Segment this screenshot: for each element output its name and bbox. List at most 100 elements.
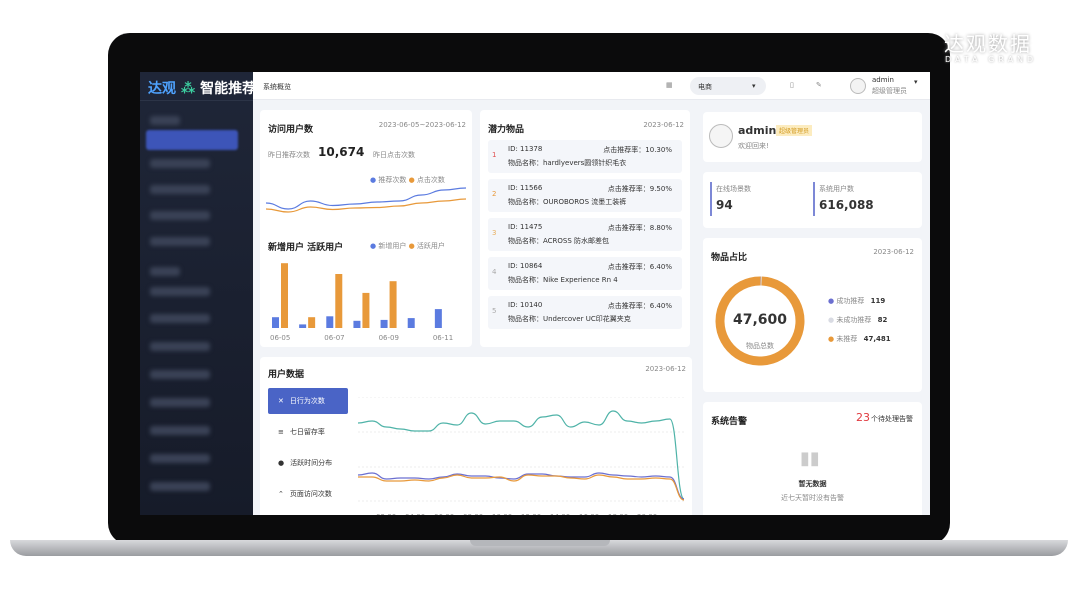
item-id: ID: 11566 [508,184,543,192]
rank: 3 [492,229,497,237]
sidebar-item[interactable] [150,370,210,379]
user-name[interactable]: admin [872,76,894,84]
alarm-count: 23 [856,411,870,424]
x-tick-label: 18:00 [608,513,628,515]
visits-card: 访问用户数 2023-06-05~2023-06-12 昨日推荐次数 10,67… [260,110,472,347]
ratio-title: 物品占比 [711,253,748,263]
ratio-date: 2023-06-12 [873,248,914,256]
x-tick-label: 06-05 [270,334,290,342]
x-tick-label: 14:00 [550,513,570,515]
ratio-legend-item: ● 未成功推荐 82 [828,316,888,324]
tab-page-visits[interactable]: ⌃ 页面访问次数 [268,481,348,507]
item-name: 物品名称：OUROBOROS 流墨工装裤 [508,198,627,206]
grid-icon[interactable]: ▦ [666,81,673,89]
potential-item[interactable]: 2 ID: 11566 点击推荐率：9.50% 物品名称：OUROBOROS 流… [488,179,682,212]
industry-select[interactable]: 电商 ▾ [690,77,766,95]
logo-text-a: 达观 [148,81,176,97]
sidebar-item[interactable] [150,454,210,463]
rank: 5 [492,307,497,315]
potential-item[interactable]: 5 ID: 10140 点击推荐率：6.40% 物品名称：Undercover … [488,296,682,329]
alarm-title: 系统告警 [711,417,748,427]
avatar[interactable] [850,78,866,94]
user-data-line-chart: 02:00 04:00 06:00 08:00 10:00 12:00 14:00 16:00… [358,397,686,515]
potential-title: 潜力物品 [488,125,525,135]
item-rate: 点击推荐率：9.50% [607,185,672,193]
potential-item[interactable]: 4 ID: 10864 点击推荐率：6.40% 物品名称：Nike Experi… [488,257,682,290]
bar [281,263,288,328]
tab-label: 七日留存率 [289,428,325,436]
tab-retention[interactable]: ≡ 七日留存率 [268,419,348,445]
potential-item[interactable]: 1 ID: 11378 点击推荐率：10.30% 物品名称：hardlyever… [488,140,682,173]
item-rate: 点击推荐率：10.30% [603,146,672,154]
bar [335,274,343,328]
sidebar-item[interactable] [150,482,210,491]
sidebar-item[interactable] [150,159,210,168]
laptop-notch [470,540,610,546]
legend-click: 点击次数 [416,176,445,184]
rank: 1 [492,151,497,159]
visits-series-line [266,198,466,213]
welcome-text: 欢迎回来! [738,142,769,150]
legend-rec: 推荐次数 [378,176,407,184]
x-tick-label: 16:00 [579,513,599,515]
sidebar-item[interactable] [150,237,210,246]
sidebar-item[interactable] [150,185,210,194]
tab-daily-behavior[interactable]: ✕ 日行为次数 [268,388,348,414]
tab-active-time[interactable]: ● 活跃时间分布 [268,450,348,476]
user-data-series-line [358,474,685,501]
legend-new-users: 新增用户 [378,242,407,250]
watermark-logo: 达观数据 [944,32,1032,56]
bar [434,309,442,328]
item-ratio-card: 物品占比 2023-06-12 47,600 物品总数 ● 成功推荐 119 ● … [703,238,922,392]
users-bar-chart: 06-05 06-07 06-09 06-11 [270,263,453,342]
pencil-icon[interactable]: ✎ [816,81,822,89]
legend-active-users: 活跃用户 [416,242,445,250]
breadcrumb: 系统概览 [263,83,291,91]
ratio-total-label: 物品总数 [746,342,774,350]
sidebar-item[interactable] [150,211,210,220]
sidebar-item[interactable] [150,342,210,351]
x-tick-label: 06-07 [324,334,344,342]
x-tick-label: 06-11 [433,334,453,342]
online-scenes-value: 94 [716,198,733,212]
user-menu-caret-icon[interactable]: ▾ [914,78,918,86]
tab-label: 活跃时间分布 [290,459,333,467]
document-icon[interactable]: ▯ [790,81,794,89]
system-users-label: 系统用户数 [819,185,854,193]
item-id: ID: 10140 [508,301,543,309]
rec-count-value: 10,674 [318,145,365,159]
sidebar-item[interactable] [150,398,210,407]
sidebar-item[interactable] [150,314,210,323]
trend-icon: ⌃ [278,490,284,498]
sidebar: 达观 ⁂ 智能推荐 [140,72,257,515]
tab-label: 日行为次数 [289,397,325,405]
sidebar-item-active[interactable] [146,130,238,150]
chevron-down-icon: ▾ [752,82,756,90]
potential-items-card: 潜力物品 2023-06-12 1 ID: 11378 点击推荐率：10.30%… [480,110,690,347]
item-rate: 点击推荐率：6.40% [607,302,672,310]
sidebar-group-label [150,116,180,125]
potential-date: 2023-06-12 [643,121,684,129]
empty-data-icon: ▮▮ [800,448,820,469]
profile-avatar [709,124,733,148]
alarm-count-label: 个待处理告警 [871,415,913,423]
ratio-total: 47,600 [732,312,788,328]
rec-count-label: 昨日推荐次数 [268,151,310,159]
rank: 2 [492,190,497,198]
logo-text-b: 智能推荐 [200,81,257,97]
item-id: ID: 10864 [508,262,543,270]
bar [272,317,279,328]
item-name: 物品名称：hardlyevers圆领针织毛衣 [508,159,627,167]
sidebar-item[interactable] [150,287,210,296]
item-id: ID: 11378 [508,145,543,153]
item-rate: 点击推荐率：8.80% [607,224,672,232]
item-ratio-donut [715,276,805,366]
bar [407,318,415,328]
user-data-series-line [358,472,685,500]
item-name: 物品名称：Nike Experience Rn 4 [508,276,618,284]
potential-item[interactable]: 3 ID: 11475 点击推荐率：8.80% 物品名称：ACROSS 防水邮差… [488,218,682,251]
alarm-card: 系统告警 23 个待处理告警 ▮▮ 暂无数据 近七天暂时没有告警 [703,402,922,515]
sidebar-item[interactable] [150,426,210,435]
bar [380,319,388,328]
bar [308,317,316,328]
